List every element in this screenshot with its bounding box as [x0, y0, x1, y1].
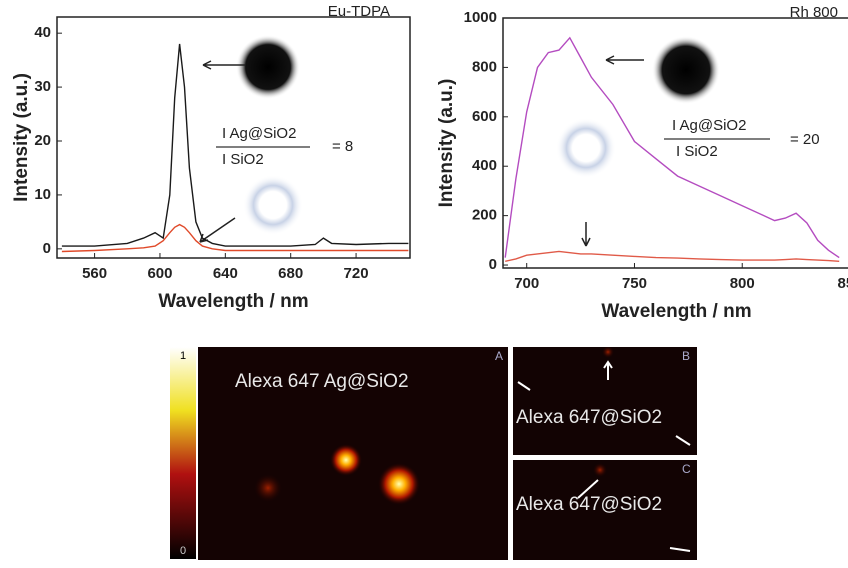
- spot: [254, 474, 282, 502]
- y-tick-label: 200: [472, 207, 497, 224]
- panel-label: A: [495, 349, 503, 363]
- spot: [330, 444, 362, 476]
- y-tick-label: 20: [34, 132, 51, 149]
- y-tick-label: 30: [34, 78, 51, 95]
- inset-image: [652, 36, 720, 104]
- x-axis-title: Wavelength / nm: [158, 291, 308, 312]
- x-tick-label: 640: [213, 265, 238, 282]
- colorbar-label: 1: [180, 350, 186, 362]
- x-tick-label: 600: [147, 265, 172, 282]
- inset-image: [556, 118, 616, 178]
- annotation: = 20: [790, 131, 820, 148]
- panel-text: Alexa 647@SiO2: [516, 494, 662, 515]
- y-tick-label: 0: [489, 256, 497, 273]
- y-tick-label: 0: [43, 240, 51, 257]
- y-axis-title: Intensity (a.u.): [436, 79, 457, 208]
- spot: [378, 463, 420, 505]
- annotation: = 8: [332, 138, 353, 155]
- x-tick-label: 800: [730, 275, 755, 292]
- data-line: [62, 225, 409, 252]
- y-tick-label: 800: [472, 58, 497, 75]
- annotation: I SiO2: [676, 143, 718, 160]
- panel-label: B: [682, 349, 690, 363]
- x-tick-label: 850: [837, 275, 848, 292]
- x-tick-label: 560: [82, 265, 107, 282]
- y-tick-label: 10: [34, 186, 51, 203]
- y-tick-label: 40: [34, 24, 51, 41]
- arrow: [582, 222, 590, 246]
- arrow: [200, 218, 235, 242]
- x-axis-title: Wavelength / nm: [601, 301, 751, 322]
- annotation: I Ag@SiO2: [222, 125, 296, 142]
- annotation: I Ag@SiO2: [672, 117, 746, 134]
- annotation: Rh 800: [790, 4, 838, 21]
- colorbar: [170, 347, 196, 559]
- inset-image: [236, 35, 300, 99]
- annotation: Eu-TDPA: [328, 3, 390, 20]
- x-tick-label: 700: [514, 275, 539, 292]
- annotation: I SiO2: [222, 151, 264, 168]
- figure: 1 0 Alexa 647 Ag@SiO2 A Alexa 647@SiO2 B…: [0, 0, 848, 563]
- y-tick-label: 400: [472, 157, 497, 174]
- image-panel: [513, 347, 697, 455]
- panel-label: C: [682, 462, 691, 476]
- x-tick-label: 720: [344, 265, 369, 282]
- panel-text: Alexa 647 Ag@SiO2: [235, 371, 409, 392]
- panel-text: Alexa 647@SiO2: [516, 407, 662, 428]
- data-line: [62, 44, 409, 246]
- x-tick-label: 680: [278, 265, 303, 282]
- colorbar-label: 0: [180, 545, 186, 557]
- data-line: [505, 251, 839, 261]
- x-tick-label: 750: [622, 275, 647, 292]
- y-tick-label: 600: [472, 108, 497, 125]
- arrow: [606, 56, 644, 64]
- y-tick-label: 1000: [464, 9, 497, 26]
- y-axis-title: Intensity (a.u.): [11, 73, 32, 202]
- inset-image: [243, 175, 303, 235]
- spot: [593, 463, 607, 477]
- spot: [602, 346, 614, 358]
